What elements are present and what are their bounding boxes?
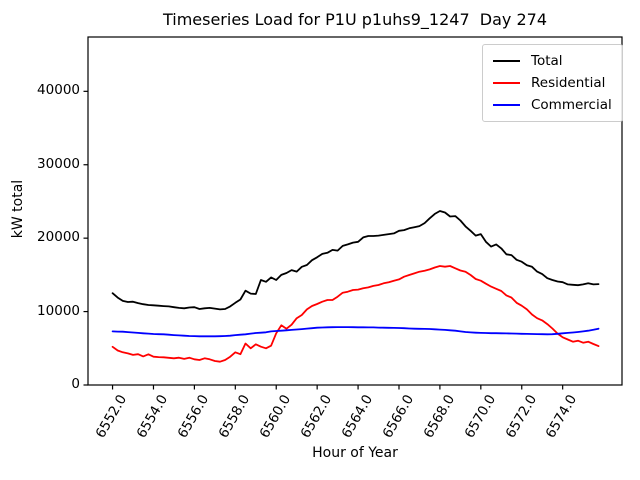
legend-item-commercial: Commercial — [493, 97, 612, 113]
y-tick-label: 40000 — [37, 82, 80, 99]
x-axis-label: Hour of Year — [312, 445, 398, 461]
legend-label-commercial: Commercial — [531, 97, 612, 113]
series-line-residential — [111, 265, 600, 363]
series-line-total — [111, 210, 600, 311]
y-tick-label: 30000 — [37, 155, 80, 172]
legend-line-residential-icon — [493, 82, 520, 84]
y-tick-label: 0 — [71, 376, 80, 392]
legend: Total Residential Commercial — [482, 44, 623, 122]
axes-frame — [87, 36, 623, 386]
legend-item-residential: Residential — [493, 75, 612, 91]
legend-label-residential: Residential — [531, 75, 606, 91]
y-tick-label: 10000 — [37, 302, 80, 319]
legend-label-total: Total — [531, 53, 563, 69]
chart-title: Timeseries Load for P1U p1uhs9_1247 Day … — [162, 10, 548, 29]
legend-line-total-icon — [493, 60, 520, 62]
y-axis-label: kW total — [10, 179, 26, 239]
legend-item-total: Total — [493, 53, 612, 69]
legend-line-commercial-icon — [493, 104, 520, 106]
series-line-commercial — [111, 326, 600, 338]
y-tick-label: 20000 — [37, 229, 80, 246]
